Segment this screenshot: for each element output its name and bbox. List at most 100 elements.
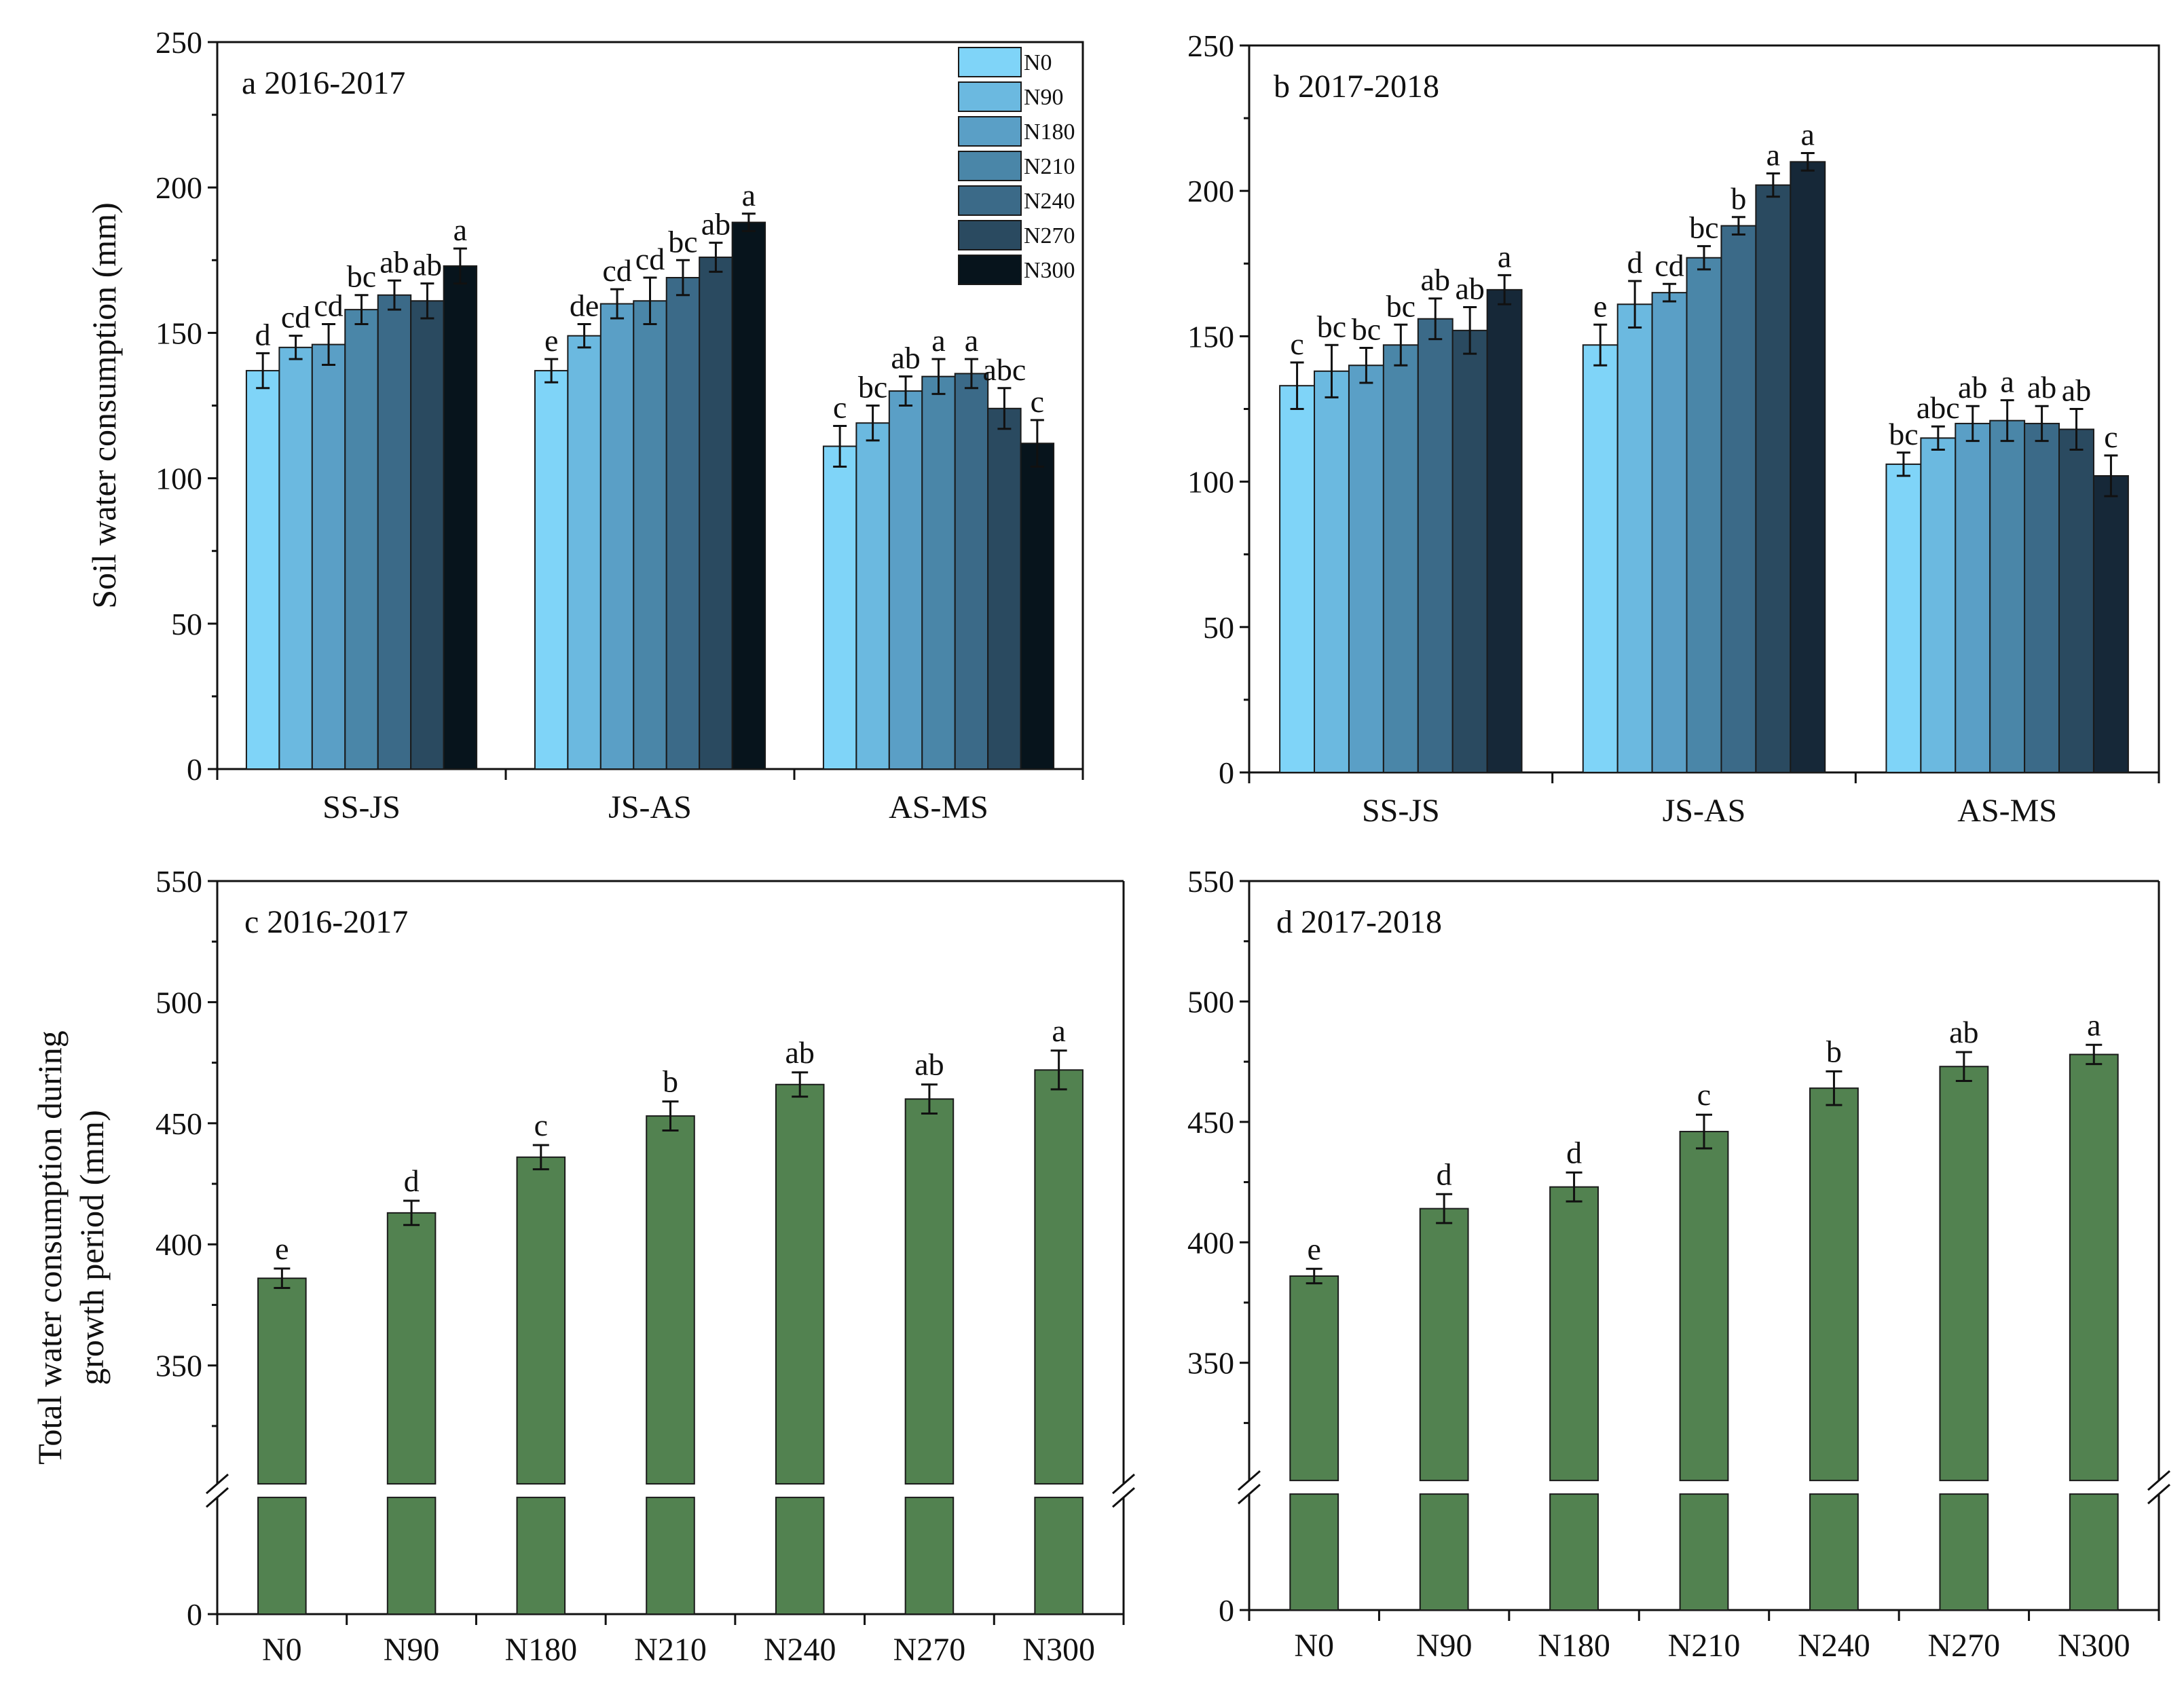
bar <box>1989 419 2026 773</box>
significance-label: a <box>1801 117 1815 152</box>
panel-title: b 2017-2018 <box>1274 69 1439 105</box>
x-category-label: AS-MS <box>1957 793 2057 829</box>
legend-label: N90 <box>1024 85 1064 110</box>
significance-label: de <box>570 288 599 323</box>
y-tick-label: 100 <box>155 462 202 496</box>
bar <box>1651 292 1688 773</box>
bar <box>731 221 766 770</box>
legend-label: N270 <box>1024 223 1075 248</box>
bar <box>1451 329 1488 774</box>
significance-label: a <box>931 323 945 358</box>
y-tick-label: 200 <box>1187 174 1234 208</box>
significance-label: cd <box>635 242 665 276</box>
significance-label: ab <box>1421 263 1450 297</box>
y-tick-label: 250 <box>1187 29 1234 63</box>
bar <box>516 1156 566 1485</box>
x-category-label: N270 <box>893 1632 966 1668</box>
legend-label: N240 <box>1024 189 1075 214</box>
y-tick-label: 150 <box>155 316 202 350</box>
axis-break-mark <box>206 1487 229 1508</box>
y-axis-title: Soil water consumption (mm) <box>85 202 123 609</box>
y-tick-label: 200 <box>155 170 202 205</box>
bar <box>2092 475 2129 773</box>
significance-label: ab <box>891 341 920 375</box>
x-category-label: N240 <box>1798 1628 1870 1664</box>
significance-label: a <box>1052 1013 1065 1048</box>
panel-title: a 2016-2017 <box>242 65 405 101</box>
bar-lower-segment <box>1289 1493 1339 1611</box>
significance-label: c <box>1697 1077 1711 1112</box>
y-axis-title: Total water consumption during <box>31 1030 69 1464</box>
y-tick-label: 50 <box>171 607 202 641</box>
bar <box>1920 437 1957 774</box>
significance-label: b <box>1826 1034 1842 1068</box>
legend-label: N180 <box>1024 119 1075 145</box>
x-category-label: SS-JS <box>322 789 401 825</box>
significance-label: a <box>965 323 978 358</box>
bar <box>443 265 478 770</box>
significance-label: bc <box>347 259 376 294</box>
legend-swatch <box>958 151 1022 181</box>
y-tick-label: 400 <box>1187 1225 1234 1260</box>
x-category-label: SS-JS <box>1362 793 1440 829</box>
legend-swatch <box>958 47 1022 77</box>
bar <box>1939 1066 1989 1482</box>
significance-label: ab <box>1949 1015 1978 1049</box>
y-tick-label: 0 <box>1219 755 1234 790</box>
bar <box>1279 385 1316 773</box>
significance-label: b <box>1730 181 1746 216</box>
axis-break-mark <box>1112 1487 1135 1508</box>
bar <box>646 1115 695 1485</box>
axis-break-mark <box>1238 1483 1261 1505</box>
bar <box>1486 288 1523 773</box>
bar-lower-segment <box>1939 1493 1989 1611</box>
significance-label: a <box>2087 1007 2100 1042</box>
x-category-label: JS-AS <box>608 789 692 825</box>
bar <box>1809 1087 1859 1482</box>
legend-swatch <box>958 116 1022 147</box>
bar <box>633 300 667 770</box>
bar <box>1582 344 1618 773</box>
bar <box>855 422 890 770</box>
bar <box>599 303 635 770</box>
panel-d: 0 350 400 450 500 550 N0 N90 N180 N210 N240 N270 N30… <box>1187 864 2170 1664</box>
x-category-label: N90 <box>384 1632 440 1668</box>
bar-lower-segment <box>257 1497 307 1615</box>
legend-label: N210 <box>1024 154 1075 179</box>
bar <box>1034 1069 1084 1485</box>
bar <box>1885 463 1922 773</box>
bar-lower-segment <box>516 1497 566 1615</box>
bar <box>344 309 379 770</box>
bar <box>1679 1131 1729 1482</box>
x-category-label: N300 <box>1022 1632 1095 1668</box>
y-tick-label: 0 <box>1219 1593 1234 1628</box>
significance-label: a <box>1766 137 1780 172</box>
bar-lower-segment <box>1419 1493 1469 1611</box>
x-category-label: N90 <box>1416 1628 1473 1664</box>
legend-swatch <box>958 255 1022 285</box>
bar <box>1348 365 1384 773</box>
significance-label: bc <box>1689 210 1718 245</box>
bar-lower-segment <box>1809 1493 1859 1611</box>
significance-label: a <box>2000 365 2014 399</box>
bar <box>386 1212 437 1485</box>
significance-label: ab <box>2027 370 2056 405</box>
axis-break-mark <box>206 1473 229 1495</box>
significance-label: bc <box>1386 288 1415 323</box>
significance-label: cd <box>281 300 310 335</box>
y-tick-label: 50 <box>1203 610 1234 645</box>
bar-lower-segment <box>646 1497 695 1615</box>
significance-label: d <box>1566 1135 1582 1170</box>
significance-label: bc <box>668 224 697 259</box>
x-category-label: N0 <box>262 1632 302 1668</box>
legend-swatch <box>958 81 1022 112</box>
x-category-label: JS-AS <box>1663 793 1746 829</box>
significance-label: e <box>544 323 558 358</box>
legend-swatch <box>958 220 1022 250</box>
y-tick-label: 250 <box>155 25 202 60</box>
significance-label: ab <box>701 207 730 242</box>
bar <box>987 407 1022 770</box>
bar <box>377 294 412 770</box>
significance-label: b <box>663 1064 678 1099</box>
